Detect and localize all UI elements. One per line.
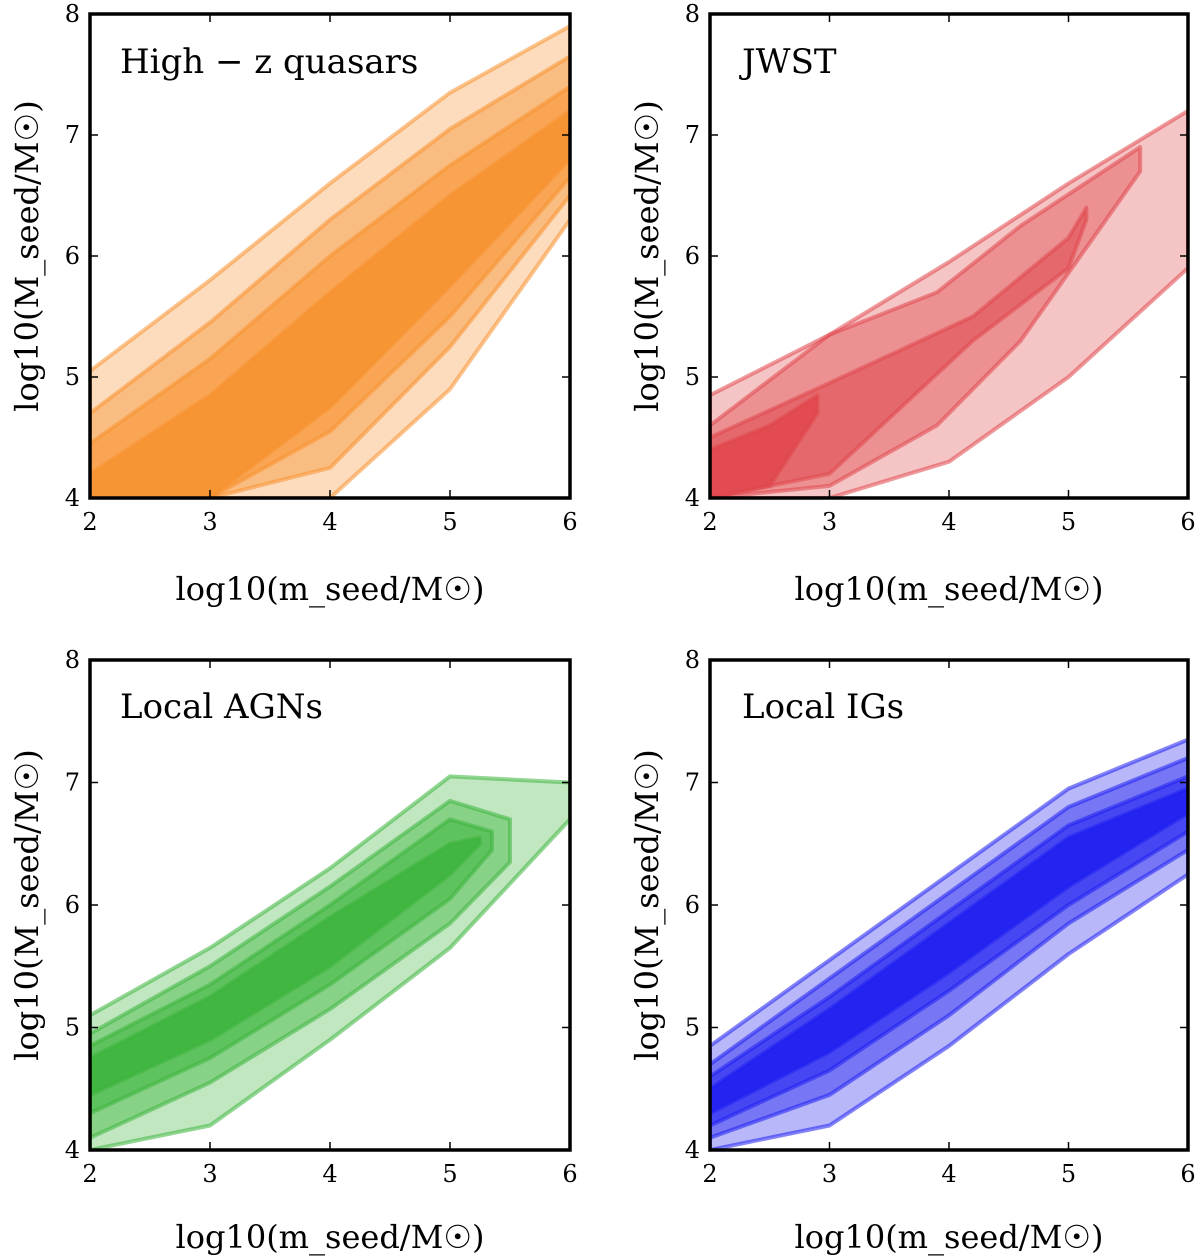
x-tick-label: 3	[202, 508, 217, 536]
contour-band-4	[90, 835, 482, 1097]
axis-ticks: 2 3 4 5 6 4 5 6 7 8	[685, 646, 1196, 1188]
y-tick-label: 5	[65, 363, 80, 391]
y-tick-label: 7	[65, 769, 80, 797]
x-tick-label: 5	[1061, 1160, 1076, 1188]
panel-high-z-quasars: 2 3 4 5 6 4 5 6 7 8 High − z quasars log10(m_seed…	[8, 0, 578, 608]
x-tick-label: 2	[702, 508, 717, 536]
contour-bands	[90, 774, 570, 1150]
x-tick-label: 5	[1061, 508, 1076, 536]
x-tick-label: 2	[82, 508, 97, 536]
panel-local-igs: 2 3 4 5 6 4 5 6 7 8 Local IGs log10(m_seed/M☉) lo…	[628, 646, 1196, 1256]
y-tick-label: 4	[685, 1136, 700, 1164]
x-tick-label: 4	[322, 508, 337, 536]
x-tick-label: 3	[202, 1160, 217, 1188]
panel-local-agns: 2 3 4 5 6 4 5 6 7 8 Local AGNs log10(m_seed/M☉) l…	[8, 646, 578, 1256]
x-tick-label: 4	[941, 508, 956, 536]
x-tick-label: 2	[702, 1160, 717, 1188]
x-axis-label: log10(m_seed/M☉)	[175, 1218, 484, 1256]
contour-bands	[710, 737, 1188, 1150]
panel-title: Local AGNs	[120, 687, 323, 727]
y-axis-label: log10(M_seed/M☉)	[8, 100, 46, 411]
panel-jwst: 2 3 4 5 6 4 5 6 7 8 JWST log10(m_seed/M☉) log10(M…	[628, 0, 1196, 608]
y-tick-label: 4	[685, 484, 700, 512]
y-tick-label: 7	[685, 121, 700, 149]
x-tick-label: 6	[1180, 508, 1195, 536]
axis-ticks: 2 3 4 5 6 4 5 6 7 8	[685, 0, 1196, 536]
y-axis-label: log10(M_seed/M☉)	[628, 100, 666, 411]
x-tick-label: 4	[322, 1160, 337, 1188]
contour-band-4	[710, 393, 820, 498]
contour-bands	[90, 24, 570, 498]
y-tick-label: 7	[65, 121, 80, 149]
y-tick-label: 8	[685, 0, 700, 28]
contour-bands	[710, 108, 1188, 498]
x-axis-label: log10(m_seed/M☉)	[794, 570, 1103, 608]
x-tick-label: 6	[562, 508, 577, 536]
y-tick-label: 6	[65, 242, 80, 270]
panel-title: High − z quasars	[120, 42, 418, 82]
y-tick-label: 7	[685, 769, 700, 797]
x-tick-label: 2	[82, 1160, 97, 1188]
panel-title: Local IGs	[742, 687, 904, 727]
x-tick-label: 3	[822, 1160, 837, 1188]
contour-band-4	[710, 786, 1188, 1116]
x-axis-label: log10(m_seed/M☉)	[794, 1218, 1103, 1256]
x-tick-label: 5	[442, 1160, 457, 1188]
x-tick-label: 6	[562, 1160, 577, 1188]
x-tick-label: 5	[442, 508, 457, 536]
y-tick-label: 5	[685, 363, 700, 391]
axis-ticks: 2 3 4 5 6 4 5 6 7 8	[65, 0, 578, 536]
y-tick-label: 4	[65, 1136, 80, 1164]
y-tick-label: 8	[65, 0, 80, 28]
panel-title: JWST	[739, 42, 837, 82]
contour-band-4	[90, 108, 570, 498]
x-tick-label: 6	[1180, 1160, 1195, 1188]
y-axis-label: log10(M_seed/M☉)	[8, 749, 46, 1060]
y-tick-label: 5	[685, 1014, 700, 1042]
y-tick-label: 6	[65, 891, 80, 919]
x-tick-label: 4	[941, 1160, 956, 1188]
y-tick-label: 5	[65, 1014, 80, 1042]
y-tick-label: 6	[685, 242, 700, 270]
y-tick-label: 6	[685, 891, 700, 919]
x-tick-label: 3	[822, 508, 837, 536]
y-tick-label: 4	[65, 484, 80, 512]
axis-ticks: 2 3 4 5 6 4 5 6 7 8	[65, 646, 578, 1188]
y-tick-label: 8	[65, 646, 80, 674]
y-axis-label: log10(M_seed/M☉)	[628, 749, 666, 1060]
x-axis-label: log10(m_seed/M☉)	[175, 570, 484, 608]
y-tick-label: 8	[685, 646, 700, 674]
